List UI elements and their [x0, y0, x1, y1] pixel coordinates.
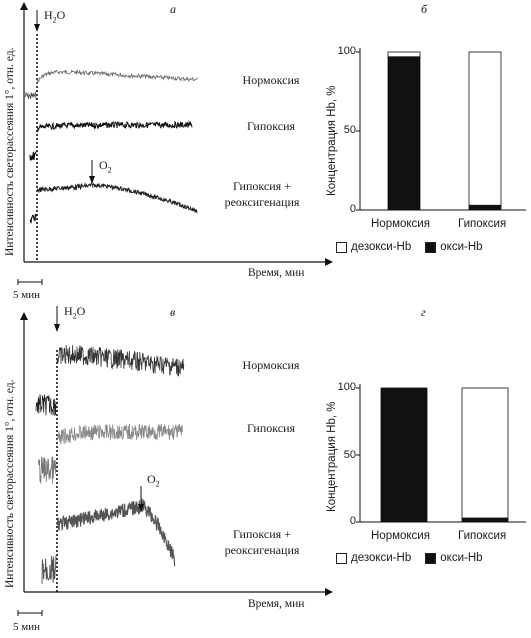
panel-v-x-arrow [325, 588, 333, 596]
panel-a-label-reoxygenation: Гипоксия + реоксигенация [206, 178, 318, 210]
panel-b-cat-normoxia: Нормоксия [371, 218, 430, 230]
panel-a-h2o-arrowhead [34, 24, 40, 32]
panel-v-y-arrow [20, 312, 28, 320]
panel-b-ytick-0: 0 [349, 203, 356, 215]
panel-a-letter: а [170, 2, 176, 16]
panel-b-letter: б [421, 2, 428, 16]
bar-segment-oxy [461, 517, 509, 523]
panel-a-trace-normoxia-pre [24, 90, 37, 100]
panel-v-axes [23, 318, 325, 593]
panel-v-scale-label: 5 мин [13, 621, 40, 633]
panel-v-h2o-label: H2O [64, 304, 86, 321]
panel-v-o2-label: O2 [147, 472, 160, 489]
panel-v-letter: в [170, 305, 176, 319]
bar-segment-oxy [387, 56, 421, 211]
panel-v-label-hypoxia: Гипоксия [246, 421, 296, 435]
panel-g-cat-hypoxia: Гипоксия [458, 530, 507, 542]
panel-v-trace-reox [56, 500, 142, 531]
bar-segment-deoxy [461, 387, 509, 519]
panel-a-o2-arrowhead [89, 176, 95, 184]
panel-v-x-label: Время, мин [248, 598, 305, 610]
panel-g-cat-normoxia: Нормоксия [371, 530, 430, 542]
panel-a-o2-label: O2 [99, 158, 112, 175]
panel-v-trace-reox-pre [41, 555, 57, 584]
panel-a-trace-hypoxia-pre [29, 151, 37, 161]
panel-v-o2-arrowhead [138, 504, 144, 512]
panel-b-y-label: Концентрация Hb, % [326, 85, 338, 196]
panel-a-x-label: Время, мин [248, 267, 305, 279]
legend-label-deoxy: дезокси-Hb [351, 241, 412, 253]
legend-label-oxy: окси-Hb [440, 241, 483, 253]
panel-a-traces [24, 69, 198, 224]
panel-a-label-normoxia: Нормоксия [242, 73, 300, 87]
legend-label-oxy: окси-Hb [440, 552, 483, 564]
panel-a-scale-label: 5 мин [13, 289, 40, 301]
legend-item-deoxy: дезокси-Hb [336, 241, 411, 253]
panel-a-trace-reox-pre [29, 213, 37, 224]
panel-a-label-hypoxia: Гипоксия [246, 119, 296, 133]
panel-v-trace-reox-after [140, 498, 176, 567]
panel-a-label-reox-line1: Гипоксия + [233, 179, 291, 193]
bar-segment-deoxy [468, 51, 502, 206]
panel-v-label-reox-line2: реоксигенация [224, 543, 300, 557]
legend-item-oxy: окси-Hb [425, 241, 483, 253]
panel-a-trace-reox-after [92, 182, 198, 214]
panel-v-trace-normoxia-pre [35, 394, 57, 416]
panel-a-x-arrow [325, 258, 333, 266]
panel-a-h2o-label: H2O [44, 8, 66, 25]
panel-v-traces [35, 344, 185, 584]
bar-segment-oxy [468, 204, 502, 211]
legend-swatch-deoxy [336, 241, 347, 253]
panel-b-bar-chart [356, 48, 526, 211]
bar-segment-deoxy [387, 51, 421, 58]
panel-v-label-normoxia: Нормоксия [242, 358, 300, 372]
panel-g-bar-chart [356, 384, 526, 523]
bar-segment-oxy [380, 387, 428, 523]
legend-swatch-deoxy [336, 552, 347, 564]
panel-g-ytick-50: 50 [343, 449, 356, 461]
panel-g-letter: г [421, 305, 426, 319]
panel-v-trace-hypoxia-pre [37, 456, 57, 484]
panel-g-ytick-0: 0 [349, 515, 356, 527]
panel-g-ytick-100: 100 [337, 381, 356, 393]
panel-v-trace-hypoxia [56, 423, 183, 445]
panel-v-label-reoxygenation: Гипоксия + реоксигенация [206, 526, 318, 558]
panel-v-h2o-arrowhead [54, 324, 60, 332]
panel-v-label-reox-line1: Гипоксия + [233, 527, 291, 541]
panel-b-ytick-50: 50 [343, 124, 356, 136]
panel-g-legend: дезокси-Hb окси-Hb [336, 552, 497, 564]
legend-item-deoxy: дезокси-Hb [336, 552, 411, 564]
legend-swatch-oxy [425, 241, 437, 253]
panel-a-trace-normoxia [36, 69, 198, 84]
panel-a-trace-reox [36, 182, 94, 194]
panel-b-ytick-100: 100 [337, 45, 356, 57]
panel-a-trace-hypoxia [36, 120, 193, 133]
panel-a-y-arrow [20, 2, 28, 10]
legend-label-deoxy: дезокси-Hb [351, 552, 412, 564]
panel-b-cat-hypoxia: Гипоксия [458, 218, 507, 230]
panel-b-legend: дезокси-Hb окси-Hb [336, 241, 497, 253]
panel-a-y-label: Интенсивность светорассеяния 1°, отн. ед… [4, 47, 16, 256]
panel-a-label-reox-line2: реоксигенация [224, 195, 300, 209]
legend-item-oxy: окси-Hb [425, 552, 483, 564]
panel-v-y-label: Интенсивность светорассеяния 1°, отн. ед… [4, 379, 16, 588]
panel-a-axes [23, 8, 325, 263]
legend-swatch-oxy [425, 552, 437, 564]
panel-v-trace-normoxia [56, 344, 185, 377]
